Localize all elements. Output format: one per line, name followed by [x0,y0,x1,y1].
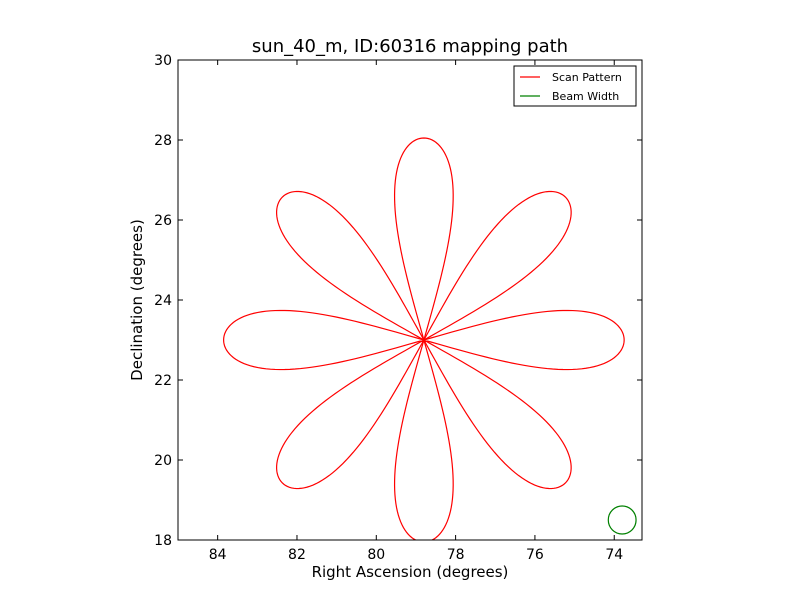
y-axis: 18 20 22 24 26 28 30 [154,53,642,549]
x-tick-label: 82 [288,547,306,563]
x-tick-label: 76 [526,547,544,563]
scan-pattern-petal-2 [393,137,454,341]
legend: Scan Pattern Beam Width [513,65,637,107]
chart-title: sun_40_m, ID:60316 mapping path [252,36,568,57]
x-axis-label: Right Ascension (degrees) [312,563,509,581]
scan-pattern-petal-4 [223,309,425,371]
x-tick-label: 74 [605,547,623,563]
y-axis-label: Declination (degrees) [128,219,146,381]
x-axis: 84 82 80 78 76 74 [209,60,623,563]
legend-label-scan-pattern: Scan Pattern [552,71,622,84]
y-tick-label: 24 [154,293,172,309]
x-tick-label: 80 [367,547,385,563]
beam-width-circle [607,505,637,535]
scan-pattern-petal-1 [423,190,572,341]
scan-pattern-petal-0 [423,309,625,371]
y-tick-label: 26 [154,213,172,229]
scan-pattern-petal-3 [276,190,425,341]
y-tick-label: 30 [154,53,172,69]
x-tick-label: 78 [447,547,465,563]
plot-background [178,60,642,540]
y-tick-label: 22 [154,373,172,389]
plot-area: 84 82 80 78 76 74 18 20 22 24 26 28 30 [154,53,643,563]
y-tick-label: 18 [154,533,172,549]
legend-box [513,65,637,107]
y-tick-label: 28 [154,133,172,149]
series-layer [223,137,637,540]
scan-pattern-petal-7 [423,339,572,490]
y-tick-label: 20 [154,453,172,469]
scan-pattern-petal-6 [393,339,454,540]
scan-pattern-petal-5 [276,339,425,490]
x-tick-label: 84 [209,547,227,563]
legend-label-beam-width: Beam Width [552,90,619,103]
